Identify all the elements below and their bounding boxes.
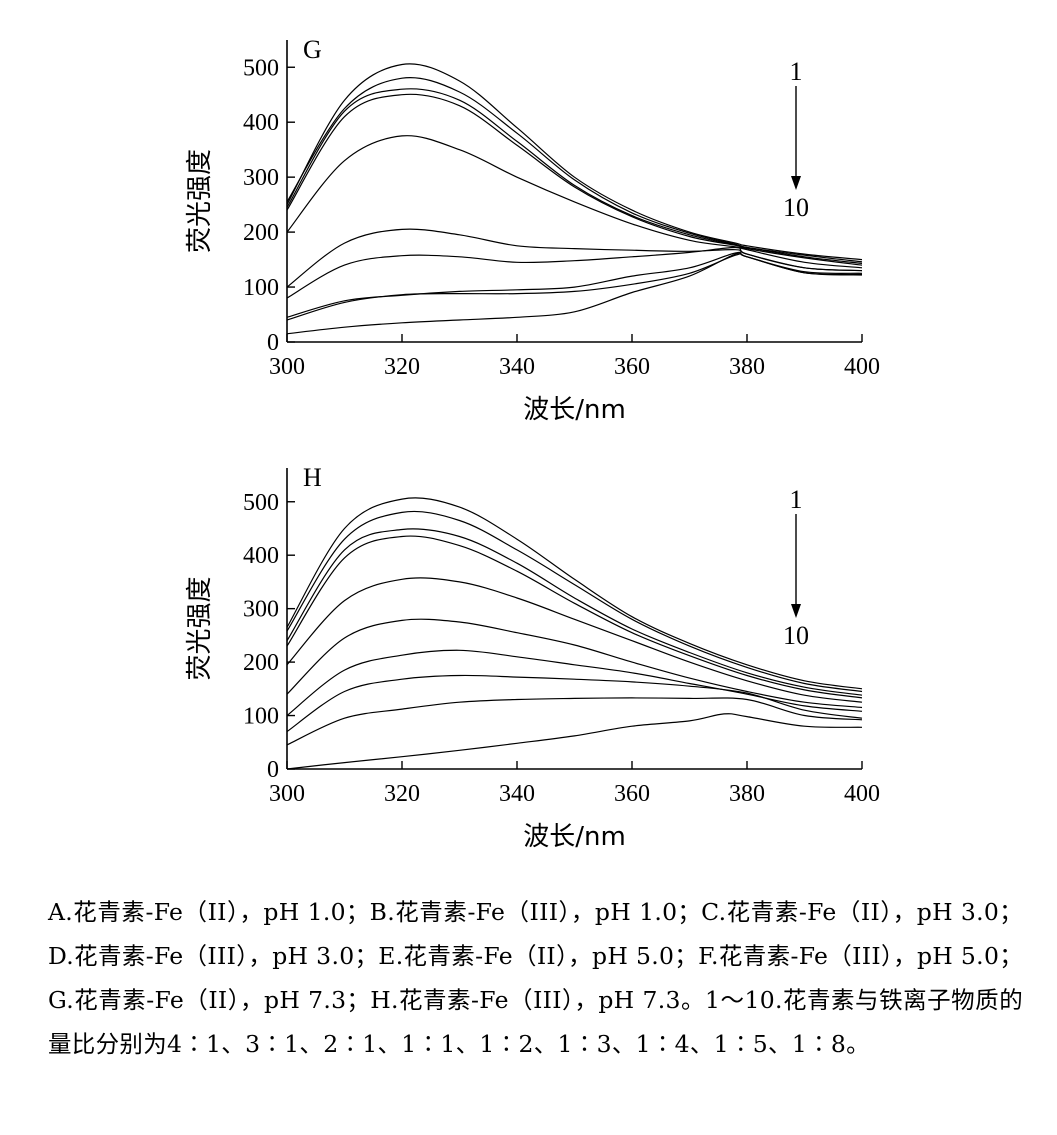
chart-g-x-tick-label: 380: [729, 354, 765, 380]
chart-g-series-10-line: [286, 252, 863, 335]
chart-g-y-tick-label: 400: [243, 110, 279, 136]
chart-g-series-5-line: [286, 135, 863, 269]
chart-h-arrow-start-label: 1: [790, 485, 803, 514]
chart-g-arrow-end-label: 10: [783, 193, 809, 222]
chart-g-y-tick-label: 500: [243, 55, 279, 81]
chart-g-series-3-line: [286, 88, 863, 264]
chart-h-y-tick-label: 100: [243, 704, 279, 730]
chart-h-series-2-line: [286, 510, 863, 693]
chart-g-y-tick-label: 300: [243, 165, 279, 191]
chart-h-x-tick-label: 360: [614, 781, 650, 807]
chart-g-x-tick-label: 360: [614, 354, 650, 380]
figure-caption: A.花青素-Fe（II），pH 1.0；B.花青素-Fe（III），pH 1.0…: [48, 898, 1023, 1058]
chart-h-y-tick-label: 200: [243, 650, 279, 676]
chart-h-y-tick-label: 400: [243, 543, 279, 569]
chart-g-y-axis-label: 荧光强度: [185, 149, 215, 253]
chart-g-y-tick-label: 100: [243, 275, 279, 301]
chart-g-x-tick-label: 300: [269, 354, 305, 380]
chart-h-arrow-head: [791, 604, 801, 618]
chart-h-series-5-line: [286, 577, 863, 703]
chart-g-x-tick-label: 320: [384, 354, 420, 380]
chart-g-x-tick-label: 400: [844, 354, 880, 380]
chart-g-series-7-line: [286, 246, 863, 299]
chart-g-y-tick-label: 200: [243, 220, 279, 246]
chart-g-panel-label: G: [303, 35, 322, 64]
chart-h-series-10-line: [286, 713, 863, 770]
chart-h-y-tick-label: 300: [243, 597, 279, 623]
chart-g-arrow-head: [791, 176, 801, 190]
chart-h-x-tick-label: 320: [384, 781, 420, 807]
chart-g-series-1-line: [286, 63, 863, 261]
chart-h-x-axis-label: 波长/nm: [523, 822, 626, 852]
chart-h-y-tick-label: 500: [243, 490, 279, 516]
chart-h-x-tick-label: 340: [499, 781, 535, 807]
chart-h-arrow-end-label: 10: [783, 621, 809, 650]
chart-g-arrow-start-label: 1: [790, 57, 803, 86]
chart-h-series-3-line: [286, 528, 863, 696]
chart-g-x-tick-label: 340: [499, 354, 535, 380]
chart-h-x-tick-label: 400: [844, 781, 880, 807]
chart-h-y-tick-label: 0: [267, 757, 279, 783]
chart-h-panel-label: H: [303, 463, 322, 492]
chart-h-series-9-line: [286, 697, 863, 746]
chart-h-series-6-line: [286, 618, 863, 709]
chart-h-x-tick-label: 300: [269, 781, 305, 807]
chart-h-series-8-line: [286, 674, 863, 733]
chart-g-series-2-line: [286, 77, 863, 263]
chart-g-y-tick-label: 0: [267, 330, 279, 356]
chart-g-series-4-line: [286, 93, 863, 266]
chart-h-x-tick-label: 380: [729, 781, 765, 807]
chart-h-series-4-line: [286, 535, 863, 699]
chart-h-y-axis-label: 荧光强度: [185, 576, 215, 680]
chart-h-series-1-line: [286, 497, 863, 690]
chart-g-x-axis-label: 波长/nm: [523, 395, 626, 425]
